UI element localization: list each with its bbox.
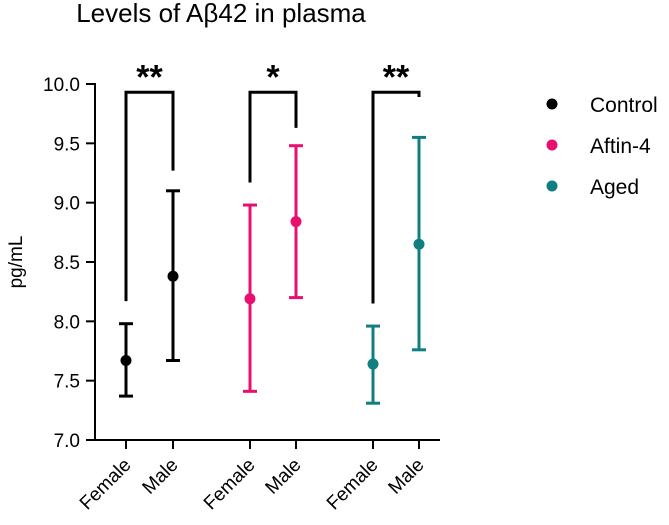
x-tick-label: Male (385, 455, 429, 499)
y-tick-label: 8.0 (54, 312, 80, 333)
x-tick-label: Female (323, 455, 383, 515)
significance-stars: * (266, 58, 280, 96)
legend-label: Aftin-4 (590, 135, 651, 158)
y-tick-label: 7.0 (54, 431, 80, 452)
significance-stars: ** (383, 58, 410, 96)
y-tick-label: 7.5 (54, 372, 80, 393)
significance-stars: ** (136, 58, 163, 96)
x-tick-label: Female (200, 455, 260, 515)
legend-label: Aged (590, 176, 639, 199)
significance-bracket (371, 90, 421, 304)
mean-point (167, 270, 179, 282)
legend-label: Control (590, 94, 658, 117)
y-tick-label: 9.0 (54, 194, 80, 215)
legend-marker (546, 98, 558, 110)
mean-point (413, 238, 425, 250)
significance-bracket (124, 90, 175, 302)
x-tick-label: Male (262, 455, 306, 499)
chart-title: Levels of Aβ42 in plasma (76, 0, 366, 28)
legend-marker (546, 139, 558, 151)
x-tick-label: Female (76, 455, 136, 515)
y-tick-label: 10.0 (43, 75, 80, 96)
x-ticks: Female Male Female Male Female Male (76, 440, 429, 514)
y-tick-label: 8.5 (54, 253, 80, 274)
mean-point (120, 354, 132, 366)
significance-bracket (248, 90, 298, 183)
x-tick-label: Male (139, 455, 183, 499)
mean-point (290, 216, 302, 228)
legend: Control Aftin-4 Aged (546, 94, 658, 199)
legend-marker (546, 180, 558, 192)
mean-point (367, 358, 379, 370)
data-marks (119, 135, 426, 405)
y-ticks: 7.0 7.5 8.0 8.5 9.0 9.5 10.0 (43, 75, 95, 452)
significance-brackets: ** * ** (124, 58, 421, 304)
mean-point (244, 293, 256, 305)
y-tick-label: 9.5 (54, 134, 80, 155)
y-axis-label: pg/mL (6, 236, 27, 289)
